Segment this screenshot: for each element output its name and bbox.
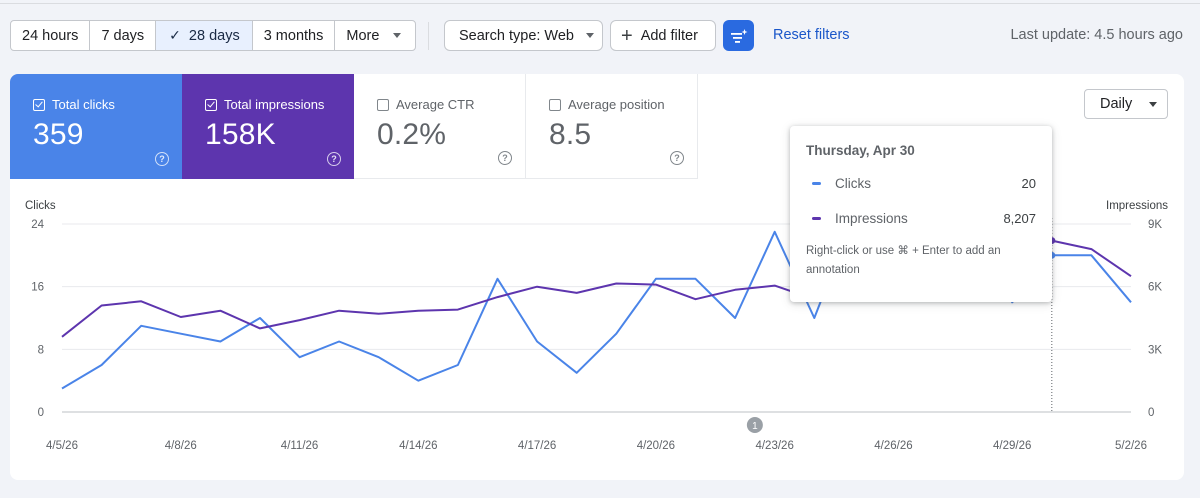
metric-value: 0.2% bbox=[377, 118, 447, 151]
date-range-selector: 24 hours 7 days ✓ 28 days 3 months More bbox=[10, 20, 417, 51]
y-tick-left: 16 bbox=[31, 282, 44, 294]
range-28-days-label: 28 days bbox=[188, 27, 240, 44]
x-tick-label: 4/14/26 bbox=[399, 440, 437, 452]
tooltip-row-name: Clicks bbox=[835, 175, 871, 191]
range-more-dropdown[interactable]: More bbox=[335, 21, 415, 50]
checkmark-icon: ✓ bbox=[169, 27, 181, 43]
search-type-dropdown[interactable]: Search type: Web bbox=[444, 20, 603, 51]
help-icon[interactable]: ? bbox=[327, 152, 341, 166]
help-icon[interactable]: ? bbox=[670, 151, 684, 165]
annotation-marker bbox=[746, 417, 763, 433]
toolbar-divider bbox=[428, 22, 429, 50]
tooltip-date: Thursday, Apr 30 bbox=[806, 143, 915, 158]
chart-tooltip: Thursday, Apr 30 Clicks 20 Impressions 8… bbox=[790, 126, 1052, 302]
granularity-label: Daily bbox=[1100, 96, 1133, 112]
y-tick-right: 6K bbox=[1148, 282, 1162, 294]
checkbox-icon bbox=[549, 98, 561, 111]
metric-label: Average position bbox=[568, 97, 665, 112]
metric-total-clicks[interactable]: Total clicks 359 ? bbox=[10, 74, 182, 179]
x-tick-label: 4/23/26 bbox=[755, 440, 793, 452]
metric-value: 8.5 bbox=[549, 118, 592, 151]
checkbox-checked-icon bbox=[205, 98, 217, 111]
x-tick-label: 4/26/26 bbox=[874, 440, 912, 452]
annotation-marker-label: 1 bbox=[752, 421, 758, 432]
tooltip-row-value: 20 bbox=[1021, 175, 1036, 191]
range-24-hours[interactable]: 24 hours bbox=[11, 21, 91, 50]
x-tick-label: 4/5/26 bbox=[46, 440, 78, 452]
add-filter-label: Add filter bbox=[640, 27, 698, 44]
x-tick-label: 5/2/26 bbox=[1115, 440, 1147, 452]
metric-average-ctr[interactable]: Average CTR 0.2% ? bbox=[354, 74, 526, 179]
x-tick-label: 4/17/26 bbox=[518, 440, 556, 452]
tooltip-row-clicks: Clicks 20 bbox=[806, 173, 1036, 193]
y-tick-right: 3K bbox=[1148, 344, 1162, 356]
filter-sparkle-icon bbox=[730, 28, 747, 43]
metric-label: Total clicks bbox=[52, 97, 115, 112]
x-tick-label: 4/29/26 bbox=[993, 440, 1031, 452]
range-more-label: More bbox=[346, 27, 380, 44]
add-filter-button[interactable]: + Add filter bbox=[610, 20, 716, 51]
granularity-dropdown[interactable]: Daily bbox=[1084, 89, 1168, 119]
help-icon[interactable]: ? bbox=[498, 151, 512, 165]
x-tick-label: 4/11/26 bbox=[281, 440, 319, 452]
checkbox-checked-icon bbox=[33, 98, 45, 111]
tooltip-row-name: Impressions bbox=[835, 210, 908, 226]
tooltip-annotation-hint: Right-click or use ⌘ + Enter to add an a… bbox=[806, 245, 1001, 276]
x-tick-label: 4/8/26 bbox=[165, 440, 197, 452]
metric-label: Average CTR bbox=[396, 97, 475, 112]
metric-average-position[interactable]: Average position 8.5 ? bbox=[526, 74, 698, 179]
help-icon[interactable]: ? bbox=[155, 152, 169, 166]
y-tick-left: 24 bbox=[31, 219, 44, 231]
y-tick-right: 9K bbox=[1148, 219, 1162, 231]
y-tick-left: 8 bbox=[38, 344, 44, 356]
last-update-text: Last update: 4.5 hours ago bbox=[1010, 27, 1183, 43]
search-type-label: Search type: Web bbox=[459, 27, 574, 44]
chevron-down-icon bbox=[586, 33, 594, 38]
x-tick-label: 4/20/26 bbox=[637, 440, 675, 452]
top-divider bbox=[0, 3, 1200, 4]
filter-settings-button[interactable] bbox=[723, 20, 754, 51]
range-7-days[interactable]: 7 days bbox=[90, 21, 157, 50]
tooltip-row-value: 8,207 bbox=[1003, 210, 1036, 226]
metric-value: 359 bbox=[33, 118, 84, 151]
metric-label: Total impressions bbox=[224, 97, 325, 112]
metric-total-impressions[interactable]: Total impressions 158K ? bbox=[182, 74, 354, 179]
chevron-down-icon bbox=[393, 33, 402, 38]
y-axis-right-title: Impressions bbox=[1106, 200, 1168, 212]
reset-filters-link[interactable]: Reset filters bbox=[773, 27, 850, 43]
metric-value: 158K bbox=[205, 118, 276, 151]
checkbox-icon bbox=[377, 98, 389, 111]
tooltip-row-impressions: Impressions 8,207 bbox=[806, 208, 1036, 228]
range-28-days[interactable]: ✓ 28 days bbox=[156, 21, 253, 50]
range-3-months[interactable]: 3 months bbox=[253, 21, 336, 50]
y-tick-left: 0 bbox=[38, 407, 44, 419]
clicks-legend-swatch bbox=[812, 181, 821, 185]
y-tick-right: 0 bbox=[1148, 407, 1154, 419]
impressions-legend-swatch bbox=[812, 216, 821, 220]
plus-icon: + bbox=[621, 24, 633, 47]
chevron-down-icon bbox=[1149, 101, 1157, 107]
y-axis-left-title: Clicks bbox=[25, 200, 56, 212]
performance-card: Total clicks 359 ? Total impressions 158… bbox=[10, 74, 1184, 480]
